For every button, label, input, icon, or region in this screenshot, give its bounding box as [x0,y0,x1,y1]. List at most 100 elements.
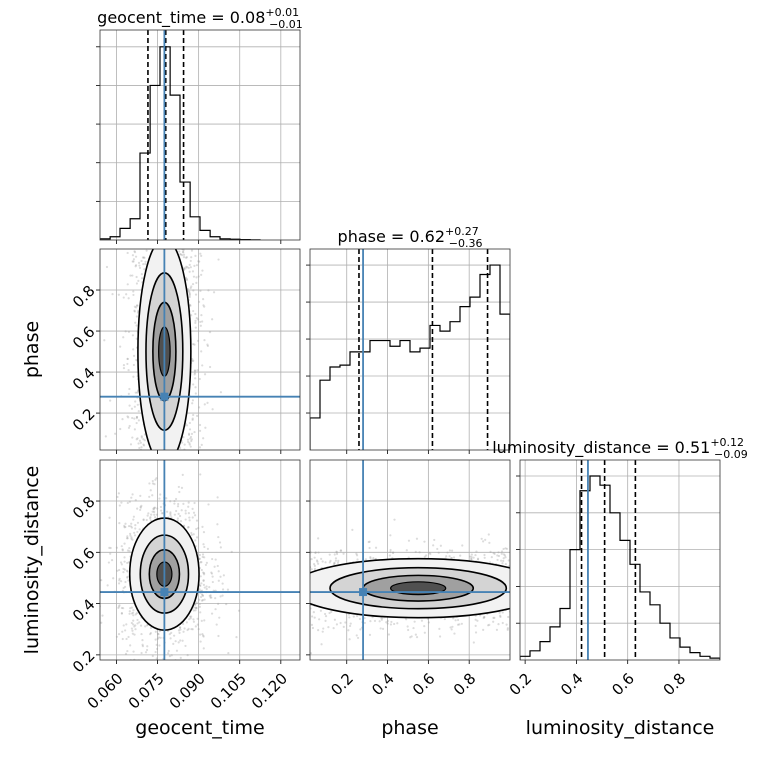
scatter-point [328,611,331,615]
scatter-point [189,617,192,620]
scatter-point [117,605,121,608]
scatter-point [372,557,375,560]
x-tick-label: 0.2 [327,670,357,700]
scatter-point [179,628,182,631]
scatter-point [120,606,123,610]
scatter-point [140,632,143,636]
scatter-point [507,615,510,619]
scatter-point [393,622,396,626]
scatter-point [198,446,202,449]
scatter-point [149,517,152,520]
scatter-point [131,260,134,263]
scatter-point [423,625,426,628]
scatter-point [133,309,136,312]
scatter-point [191,507,194,510]
scatter-point [132,650,135,653]
scatter-point [133,405,136,408]
scatter-point [122,607,125,610]
scatter-point [226,588,230,591]
scatter-point [153,513,156,516]
scatter-point [342,552,345,555]
scatter-point [124,652,128,655]
scatter-point [133,428,136,431]
scatter-point [133,251,137,254]
scatter-point [410,635,413,638]
title-superscript: +0.01 [265,6,299,19]
scatter-point [189,445,192,448]
scatter-point [154,478,157,481]
scatter-point [123,524,126,527]
scatter-point [135,417,138,420]
scatter-point [178,514,182,518]
scatter-point [137,410,140,413]
panel-frame [99,459,301,661]
scatter-point [124,330,127,333]
scatter-point [122,624,125,627]
scatter-point [188,443,191,446]
scatter-point [178,250,181,253]
scatter-point [130,407,134,410]
scatter-point [504,556,507,559]
scatter-point [129,534,132,537]
hist-panel-geocent_time: geocent_time = 0.08+0.01 −0.01 [96,6,303,244]
scatter-point [189,435,193,439]
scatter-point [118,577,121,580]
scatter-point [202,579,205,582]
scatter-point [194,369,197,372]
scatter-point [145,518,148,522]
scatter-point [199,473,202,476]
panel-frame [99,29,301,241]
scatter-point [378,620,381,623]
scatter-point [135,324,138,327]
scatter-point [179,656,182,659]
scatter-point [185,424,189,427]
scatter-point [156,507,159,510]
scatter-point [208,585,211,589]
scatter-point [420,619,424,622]
scatter-point [128,612,131,615]
scatter-point [193,343,196,346]
scatter-point [452,556,456,559]
scatter-point [170,666,172,668]
scatter-point [135,421,138,425]
scatter-point [184,267,187,270]
scatter-point [496,554,499,557]
scatter-point [349,622,352,625]
scatter-point [474,631,478,634]
scatter-point [141,643,144,646]
scatter-point [126,537,129,540]
scatter-point [184,644,187,648]
scatter-point [199,289,202,292]
scatter-point [128,500,131,503]
scatter-point [136,437,139,440]
scatter-point [198,300,201,303]
scatter-point [482,616,485,620]
scatter-point [202,298,205,301]
scatter-point [482,540,485,543]
scatter-point [187,505,190,508]
scatter-point [120,545,123,548]
scatter-point [109,552,112,555]
scatter-point [151,654,154,658]
scatter-point [438,635,442,638]
scatter-point [130,537,133,540]
scatter-point [201,364,204,367]
y-tick-label: 0.8 [69,282,99,312]
scatter-point [320,643,323,646]
scatter-point [121,630,124,633]
scatter-point [216,523,219,526]
scatter-point [390,620,393,624]
scatter-point [201,594,204,597]
scatter-point [380,617,383,620]
scatter-point [132,614,135,617]
scatter-point [206,547,210,550]
scatter-point [199,252,202,255]
scatter-point [396,622,399,625]
x-tick-label: 0.060 [84,670,127,713]
scatter-point [175,649,179,652]
scatter-point [217,602,220,606]
scatter-point [333,553,336,556]
scatter-point [456,618,460,622]
scatter-point [106,584,109,587]
scatter-point [198,553,202,557]
